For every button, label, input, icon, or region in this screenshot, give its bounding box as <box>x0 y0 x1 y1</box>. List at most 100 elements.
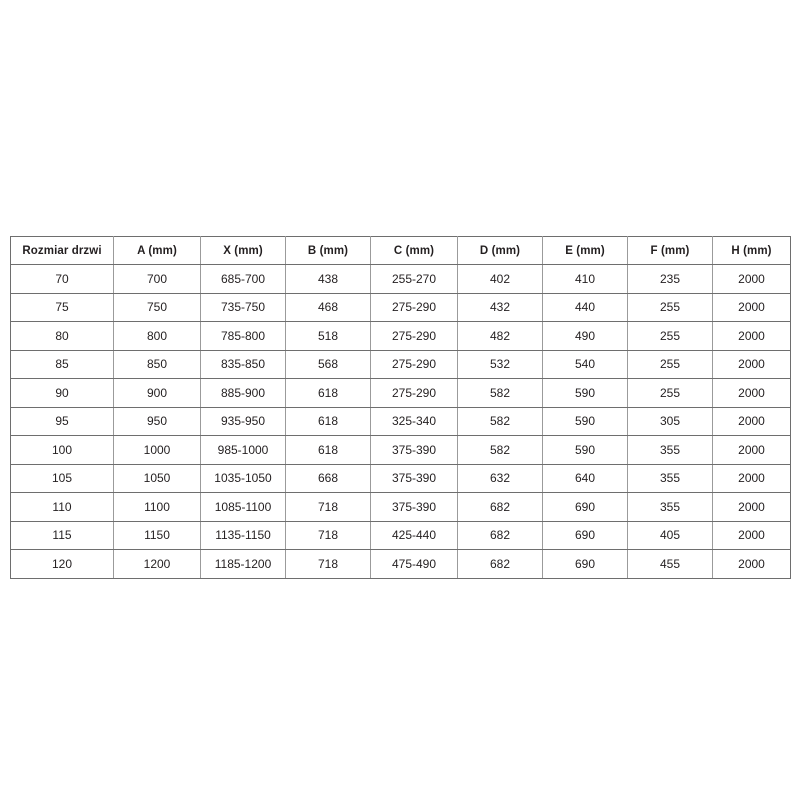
cell-size: 90 <box>10 378 114 408</box>
table-row: 120 1200 1185-1200 718 475-490 682 690 455 2000 <box>10 549 791 579</box>
cell-a: 1150 <box>113 520 201 550</box>
table-body: 70 700 685-700 438 255-270 402 410 235 2000 75 750… <box>10 264 791 579</box>
cell-e: 640 <box>542 463 628 493</box>
cell-e: 690 <box>542 549 628 579</box>
cell-a: 700 <box>113 264 201 294</box>
cell-f: 355 <box>627 435 713 465</box>
cell-b: 468 <box>285 292 371 322</box>
cell-h: 2000 <box>712 463 791 493</box>
cell-h: 2000 <box>712 435 791 465</box>
cell-c: 375-390 <box>370 492 458 522</box>
cell-size: 105 <box>10 463 114 493</box>
cell-x: 985-1000 <box>200 435 286 465</box>
cell-x: 1185-1200 <box>200 549 286 579</box>
cell-c: 325-340 <box>370 406 458 436</box>
cell-d: 582 <box>457 406 543 436</box>
cell-size: 80 <box>10 321 114 351</box>
cell-x: 785-800 <box>200 321 286 351</box>
cell-a: 1050 <box>113 463 201 493</box>
table-row: 115 1150 1135-1150 718 425-440 682 690 405 2000 <box>10 520 791 550</box>
cell-size: 75 <box>10 292 114 322</box>
cell-f: 405 <box>627 520 713 550</box>
cell-h: 2000 <box>712 492 791 522</box>
column-header-x: X (mm) <box>200 236 286 265</box>
table-row: 90 900 885-900 618 275-290 582 590 255 2000 <box>10 378 791 408</box>
cell-size: 95 <box>10 406 114 436</box>
cell-c: 275-290 <box>370 349 458 379</box>
cell-e: 490 <box>542 321 628 351</box>
cell-h: 2000 <box>712 549 791 579</box>
cell-b: 668 <box>285 463 371 493</box>
cell-h: 2000 <box>712 349 791 379</box>
cell-h: 2000 <box>712 321 791 351</box>
spec-table-container: Rozmiar drzwi A (mm) X (mm) B (mm) C (mm) D (… <box>10 236 791 579</box>
cell-h: 2000 <box>712 264 791 294</box>
cell-x: 1035-1050 <box>200 463 286 493</box>
cell-e: 590 <box>542 435 628 465</box>
table-row: 110 1100 1085-1100 718 375-390 682 690 355 2000 <box>10 492 791 522</box>
cell-d: 682 <box>457 520 543 550</box>
cell-f: 255 <box>627 292 713 322</box>
column-header-e: E (mm) <box>542 236 628 265</box>
cell-b: 438 <box>285 264 371 294</box>
cell-size: 120 <box>10 549 114 579</box>
cell-e: 590 <box>542 378 628 408</box>
cell-d: 682 <box>457 549 543 579</box>
cell-d: 632 <box>457 463 543 493</box>
table-row: 75 750 735-750 468 275-290 432 440 255 2000 <box>10 292 791 322</box>
cell-x: 1135-1150 <box>200 520 286 550</box>
cell-c: 275-290 <box>370 292 458 322</box>
table-row: 95 950 935-950 618 325-340 582 590 305 2000 <box>10 406 791 436</box>
cell-f: 235 <box>627 264 713 294</box>
cell-f: 305 <box>627 406 713 436</box>
table-header-row: Rozmiar drzwi A (mm) X (mm) B (mm) C (mm) D (… <box>10 236 791 265</box>
cell-size: 110 <box>10 492 114 522</box>
cell-size: 100 <box>10 435 114 465</box>
cell-b: 718 <box>285 549 371 579</box>
cell-c: 275-290 <box>370 378 458 408</box>
cell-f: 355 <box>627 463 713 493</box>
cell-a: 800 <box>113 321 201 351</box>
table-header: Rozmiar drzwi A (mm) X (mm) B (mm) C (mm) D (… <box>10 236 791 265</box>
cell-x: 685-700 <box>200 264 286 294</box>
cell-c: 425-440 <box>370 520 458 550</box>
cell-h: 2000 <box>712 520 791 550</box>
cell-size: 70 <box>10 264 114 294</box>
cell-f: 455 <box>627 549 713 579</box>
cell-h: 2000 <box>712 406 791 436</box>
column-header-a: A (mm) <box>113 236 201 265</box>
cell-h: 2000 <box>712 378 791 408</box>
cell-b: 718 <box>285 492 371 522</box>
column-header-b: B (mm) <box>285 236 371 265</box>
column-header-c: C (mm) <box>370 236 458 265</box>
cell-a: 850 <box>113 349 201 379</box>
table-row: 100 1000 985-1000 618 375-390 582 590 355 2000 <box>10 435 791 465</box>
cell-a: 950 <box>113 406 201 436</box>
cell-c: 375-390 <box>370 435 458 465</box>
cell-b: 618 <box>285 435 371 465</box>
cell-e: 590 <box>542 406 628 436</box>
cell-f: 355 <box>627 492 713 522</box>
cell-size: 115 <box>10 520 114 550</box>
cell-b: 718 <box>285 520 371 550</box>
cell-c: 475-490 <box>370 549 458 579</box>
cell-f: 255 <box>627 321 713 351</box>
cell-d: 582 <box>457 378 543 408</box>
cell-e: 410 <box>542 264 628 294</box>
cell-a: 1000 <box>113 435 201 465</box>
cell-c: 255-270 <box>370 264 458 294</box>
cell-b: 568 <box>285 349 371 379</box>
cell-a: 1200 <box>113 549 201 579</box>
cell-d: 532 <box>457 349 543 379</box>
cell-x: 835-850 <box>200 349 286 379</box>
table-row: 70 700 685-700 438 255-270 402 410 235 2000 <box>10 264 791 294</box>
table-row: 105 1050 1035-1050 668 375-390 632 640 355 2000 <box>10 463 791 493</box>
cell-a: 1100 <box>113 492 201 522</box>
column-header-size: Rozmiar drzwi <box>10 236 114 265</box>
cell-a: 900 <box>113 378 201 408</box>
column-header-d: D (mm) <box>457 236 543 265</box>
table-row: 85 850 835-850 568 275-290 532 540 255 2000 <box>10 349 791 379</box>
cell-d: 432 <box>457 292 543 322</box>
cell-x: 1085-1100 <box>200 492 286 522</box>
